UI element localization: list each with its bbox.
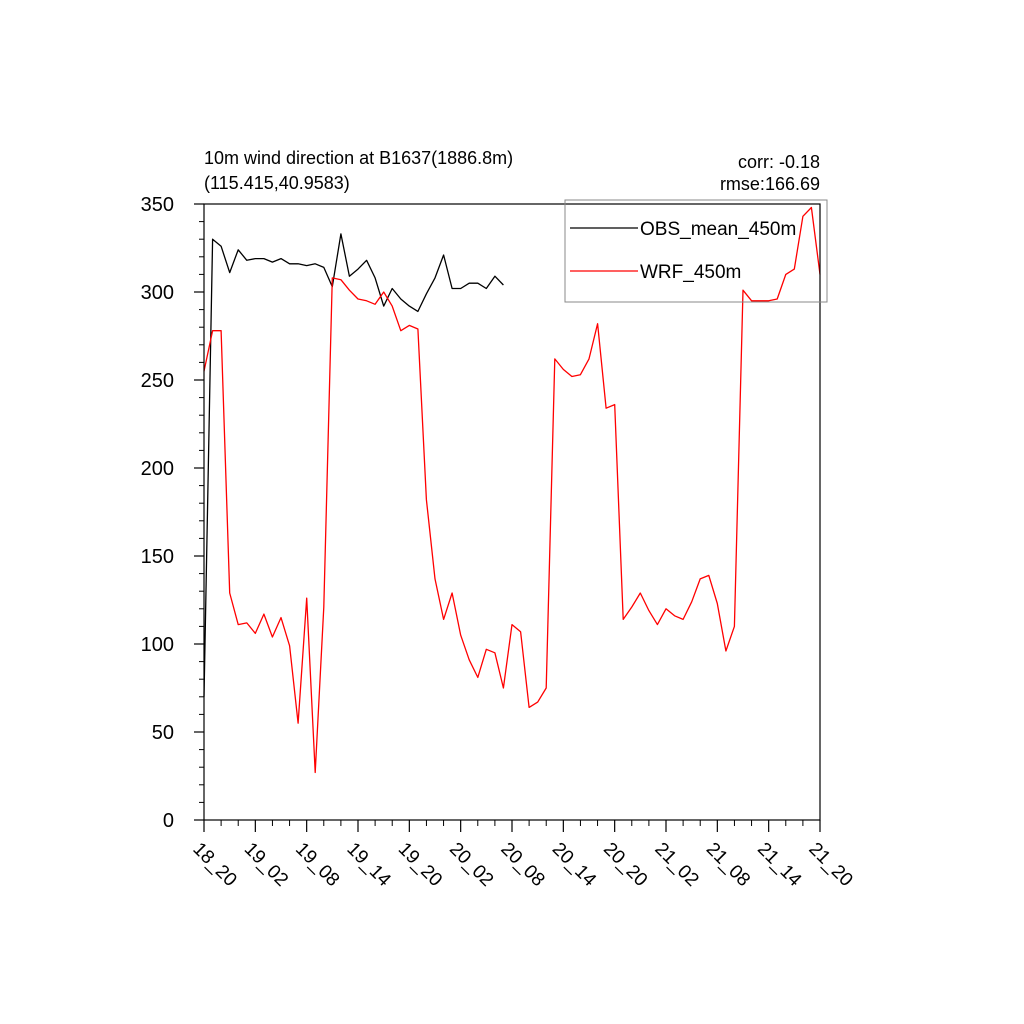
x-tick-label: 19_08 [291, 839, 343, 891]
x-tick-label: 21_20 [804, 839, 856, 891]
y-tick-label: 200 [141, 458, 174, 480]
corr-stat: corr: -0.18 [738, 152, 820, 172]
y-tick-label: 100 [141, 634, 174, 656]
y-tick-label: 300 [141, 282, 174, 304]
y-tick-label: 250 [141, 370, 174, 392]
chart-title-line1: 10m wind direction at B1637(1886.8m) [204, 148, 513, 168]
x-tick-label: 19_20 [394, 839, 446, 891]
x-tick-label: 21_02 [650, 839, 702, 891]
y-tick-label: 50 [152, 722, 174, 744]
x-tick-label: 19_02 [240, 839, 292, 891]
legend-box [564, 199, 828, 303]
y-tick-label: 150 [141, 546, 174, 568]
wrf-series-line [203, 206, 821, 774]
obs-series-line [203, 233, 504, 697]
x-tick-label: 19_14 [342, 839, 395, 892]
x-tick-label: 20_14 [548, 839, 601, 892]
legend-label-wrf: WRF_450m [640, 262, 741, 283]
plot-frame [203, 203, 821, 821]
y-tick-label: 350 [141, 194, 174, 216]
rmse-stat: rmse:166.69 [720, 174, 820, 194]
x-tick-label: 21_08 [702, 839, 754, 891]
x-tick-label: 18_20 [188, 839, 240, 891]
y-tick-label: 0 [163, 810, 174, 832]
chart-title-line2: (115.415,40.9583) [204, 173, 350, 193]
x-tick-label: 21_14 [753, 839, 806, 892]
x-tick-label: 20_20 [599, 839, 651, 891]
x-tick-label: 20_02 [445, 839, 497, 891]
x-tick-label: 20_08 [496, 839, 548, 891]
legend-label-obs: OBS_mean_450m [640, 219, 796, 240]
series-group [203, 206, 821, 774]
legend: OBS_mean_450m WRF_450m [564, 199, 828, 303]
